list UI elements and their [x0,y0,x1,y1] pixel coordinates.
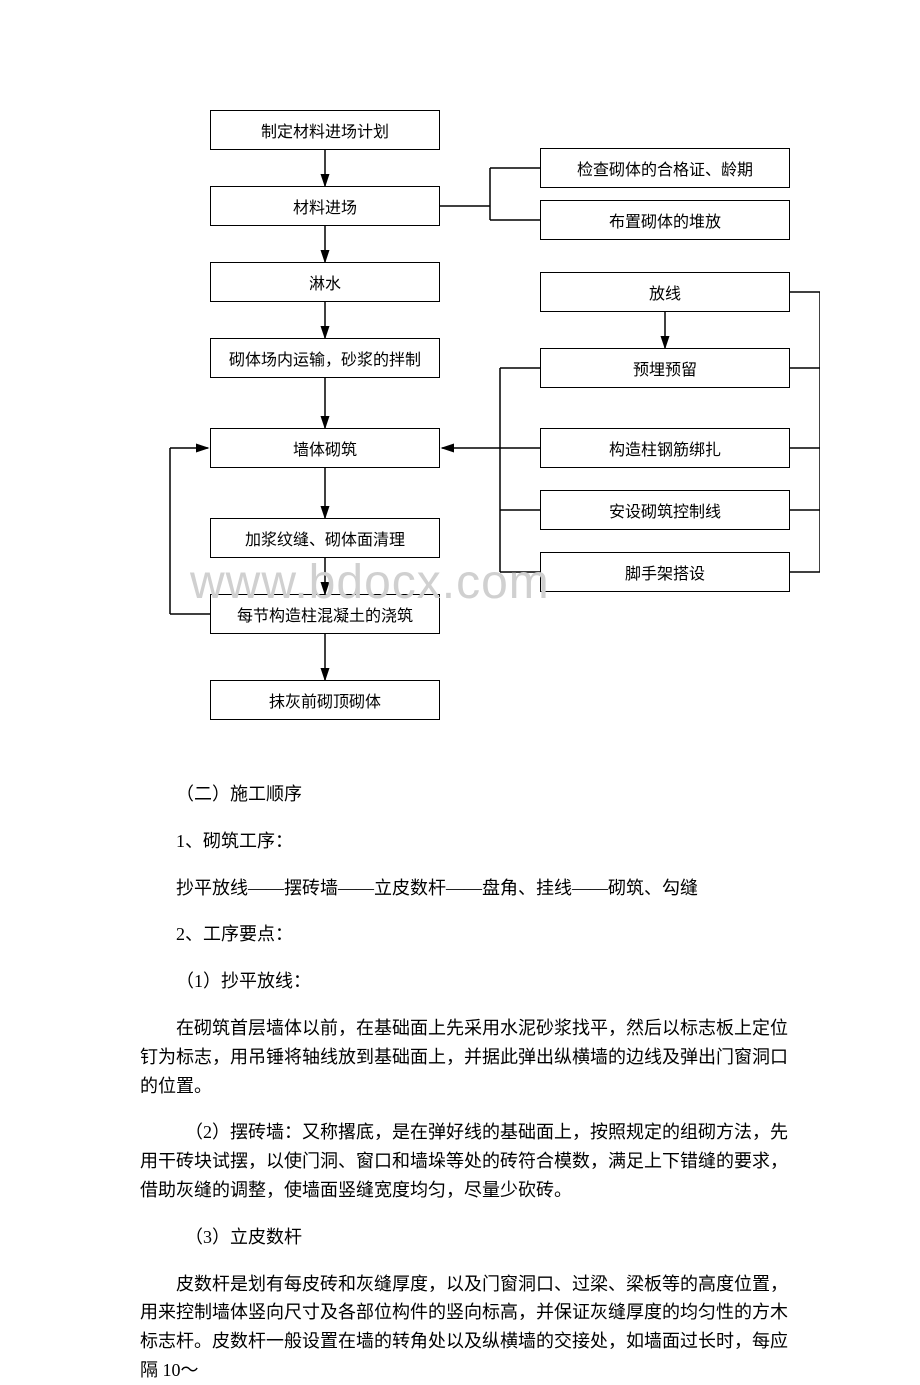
document-body: （二）施工顺序 1、砌筑工序： 抄平放线——摆砖墙——立皮数杆——盘角、挂线——… [140,780,800,1385]
node-rebar-tie: 构造柱钢筋绑扎 [540,428,790,468]
para-process: 1、砌筑工序： [140,827,800,856]
node-material-in: 材料进场 [210,186,440,226]
node-top-build: 抹灰前砌顶砌体 [210,680,440,720]
node-arrange-stack: 布置砌体的堆放 [540,200,790,240]
para-point1-title: （1）抄平放线： [140,967,800,996]
node-control-line: 安设砌筑控制线 [540,490,790,530]
para-keypoints: 2、工序要点： [140,920,800,949]
construction-flowchart: 制定材料进场计划 材料进场 淋水 砌体场内运输，砂浆的拌制 墙体砌筑 加浆纹缝、… [140,100,820,740]
node-column-pour: 每节构造柱混凝土的浇筑 [210,594,440,634]
para-point3-title: （3）立皮数杆 [140,1223,800,1252]
node-wall-build: 墙体砌筑 [210,428,440,468]
heading-sequence: （二）施工顺序 [140,780,800,809]
node-transport-mix: 砌体场内运输，砂浆的拌制 [210,338,440,378]
para-point2: （2）摆砖墙：又称撂底，是在弹好线的基础面上，按照规定的组砌方法，先用干砖块试摆… [140,1118,800,1204]
node-embed-reserve: 预埋预留 [540,348,790,388]
node-joint-clean: 加浆纹缝、砌体面清理 [210,518,440,558]
para-point3-body: 皮数杆是划有每皮砖和灰缝厚度，以及门窗洞口、过梁、梁板等的高度位置，用来控制墙体… [140,1270,800,1385]
node-scaffold: 脚手架搭设 [540,552,790,592]
node-water: 淋水 [210,262,440,302]
para-point1-body: 在砌筑首层墙体以前，在基础面上先采用水泥砂浆找平，然后以标志板上定位钉为标志，用… [140,1014,800,1100]
node-layout-line: 放线 [540,272,790,312]
node-check-cert: 检查砌体的合格证、龄期 [540,148,790,188]
node-plan: 制定材料进场计划 [210,110,440,150]
para-process-steps: 抄平放线——摆砖墙——立皮数杆——盘角、挂线——砌筑、勾缝 [140,874,800,903]
